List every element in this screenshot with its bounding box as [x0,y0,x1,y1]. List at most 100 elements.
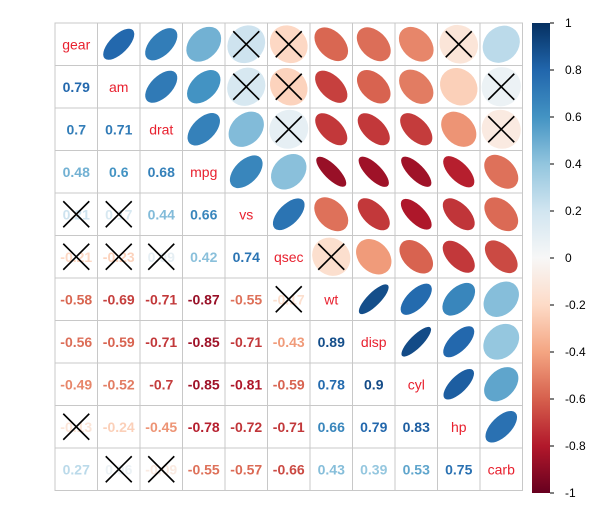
cell-mpg-carb [479,150,523,194]
variable-label: carb [488,461,515,477]
cell-wt-mpg: -0.87 [182,277,226,321]
cell-qsec-cyl [394,235,438,279]
cell-border [352,447,396,491]
cell-drat-mpg [182,107,226,151]
cell-border [97,150,141,194]
cell-carb-disp: 0.39 [352,447,396,491]
cell-grid: gear0.79am0.70.71drat0.480.60.68mpg0.210… [54,22,523,491]
correlation-value: 0.27 [63,461,90,477]
cell-gear-am [97,22,141,66]
correlation-value: -0.55 [188,461,220,477]
cell-border [267,362,311,406]
cell-cyl-drat: -0.7 [139,362,183,406]
cell-vs-drat: 0.44 [139,192,183,236]
cell-am-mpg [182,65,226,109]
cell-vs-qsec [267,192,311,236]
cell-drat-qsec [267,107,311,151]
cell-drat-gear: 0.7 [54,107,98,151]
correlation-value: 0.66 [318,419,345,435]
cell-mpg-am: 0.6 [97,150,141,194]
correlation-value: 0.9 [364,376,384,392]
cell-cyl-gear: -0.49 [54,362,98,406]
correlation-value: -0.71 [145,291,177,307]
cell-border [182,405,226,449]
cell-border [139,150,183,194]
colorbar: 1 0.8 0.6 0.4 0.2 0 -0.2 -0.4 -0.6 -0.8 -1 [532,16,586,500]
correlation-ellipse [356,239,392,275]
colorbar-tick-label: -1 [565,486,576,500]
correlation-ellipse [442,282,476,316]
correlation-ellipse [400,283,432,315]
cell-vs-vs: vs [224,192,268,236]
cell-carb-drat: -0.09 [139,447,183,491]
correlation-value: 0.83 [403,419,430,435]
cell-gear-mpg [182,22,226,66]
cell-carb-hp: 0.75 [437,447,481,491]
cell-qsec-hp [437,235,481,279]
correlation-ellipse [484,367,519,402]
cell-mpg-qsec [267,150,311,194]
cell-qsec-carb [479,235,523,279]
cell-disp-carb [479,320,523,364]
cell-disp-am: -0.59 [97,320,141,364]
cell-vs-wt [309,192,353,236]
cell-mpg-cyl [394,150,438,194]
colorbar-gradient [532,23,550,493]
cell-wt-disp [352,277,396,321]
cell-border [139,405,183,449]
cell-hp-wt: 0.66 [309,405,353,449]
colorbar-tick-label: 0 [565,251,572,265]
correlation-ellipse [442,240,475,273]
correlation-ellipse [314,27,349,62]
cell-am-drat [139,65,183,109]
variable-label: qsec [274,249,304,265]
cell-am-vs [224,65,268,109]
cell-hp-qsec: -0.71 [267,405,311,449]
cell-border [352,320,396,364]
correlation-value: 0.48 [63,164,90,180]
cell-carb-mpg: -0.55 [182,447,226,491]
correlation-ellipse [484,154,519,189]
cell-wt-am: -0.69 [97,277,141,321]
correlation-value: -0.58 [60,291,92,307]
correlation-ellipse [400,113,433,146]
cell-am-wt [309,65,353,109]
cell-disp-wt: 0.89 [309,320,353,364]
insignificant-mark [275,73,303,101]
correlation-value: 0.75 [445,461,472,477]
correlation-value: -0.66 [273,461,305,477]
correlation-ellipse [186,26,222,62]
correlation-value: 0.79 [63,79,90,95]
correlation-value: -0.24 [103,419,135,435]
correlation-value: 0.6 [109,164,129,180]
cell-hp-gear: -0.13 [54,405,98,449]
cell-am-cyl [394,65,438,109]
cell-carb-qsec: -0.66 [267,447,311,491]
cell-border [309,362,353,406]
cell-border [437,405,481,449]
correlation-value: -0.49 [60,376,92,392]
cell-hp-am: -0.24 [97,405,141,449]
cell-gear-carb [479,22,523,66]
cell-gear-drat [139,22,183,66]
correlation-ellipse [145,70,178,103]
correlation-ellipse [484,240,518,274]
correlation-value: -0.85 [188,334,220,350]
correlation-ellipse [315,70,348,103]
correlation-value: 0.79 [360,419,387,435]
cell-hp-hp: hp [437,405,481,449]
cell-border [224,362,268,406]
correlation-ellipse [401,326,432,357]
cell-carb-am: 0.06 [97,447,141,491]
cell-border [352,405,396,449]
correlation-value: -0.59 [273,376,305,392]
insignificant-mark [275,115,303,143]
cell-qsec-disp [352,235,396,279]
insignificant-mark [445,30,473,58]
cell-hp-vs: -0.72 [224,405,268,449]
cell-border [224,320,268,364]
cell-qsec-am: -0.23 [97,235,141,279]
cell-gear-hp [437,22,481,66]
correlation-value: 0.39 [360,461,387,477]
correlation-ellipse [400,198,432,230]
